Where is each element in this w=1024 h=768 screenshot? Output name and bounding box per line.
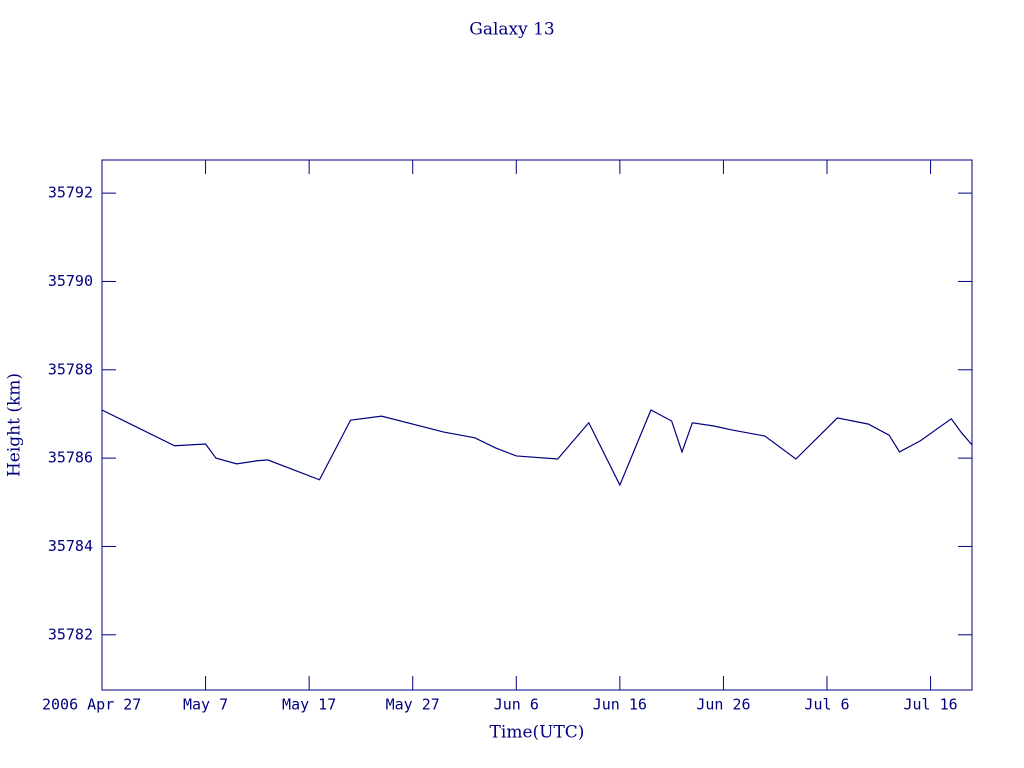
y-tick-label: 35786 bbox=[48, 449, 93, 467]
x-tick-label: Jun 16 bbox=[593, 696, 647, 714]
y-axis-label: Height (km) bbox=[5, 373, 25, 477]
plot-frame bbox=[101, 159, 973, 691]
x-tick-label: 2006 Apr 27 bbox=[42, 696, 141, 714]
y-tick-label: 35790 bbox=[48, 272, 93, 290]
chart-title: Galaxy 13 bbox=[469, 20, 555, 40]
x-tick-label: May 17 bbox=[282, 696, 336, 714]
y-tick-label: 35782 bbox=[48, 625, 93, 643]
x-axis-label: Time(UTC) bbox=[490, 723, 585, 743]
x-tick-label: Jul 6 bbox=[804, 696, 849, 714]
x-tick-label: Jun 6 bbox=[494, 696, 539, 714]
data-line bbox=[101, 409, 973, 487]
x-tick-label: May 27 bbox=[386, 696, 440, 714]
y-tick-label: 35792 bbox=[48, 184, 93, 202]
x-tick-label: Jul 16 bbox=[903, 696, 957, 714]
y-tick-label: 35784 bbox=[48, 537, 93, 555]
x-tick-label: Jun 26 bbox=[696, 696, 750, 714]
y-tick-label: 35788 bbox=[48, 360, 93, 378]
x-tick-label: May 7 bbox=[183, 696, 228, 714]
